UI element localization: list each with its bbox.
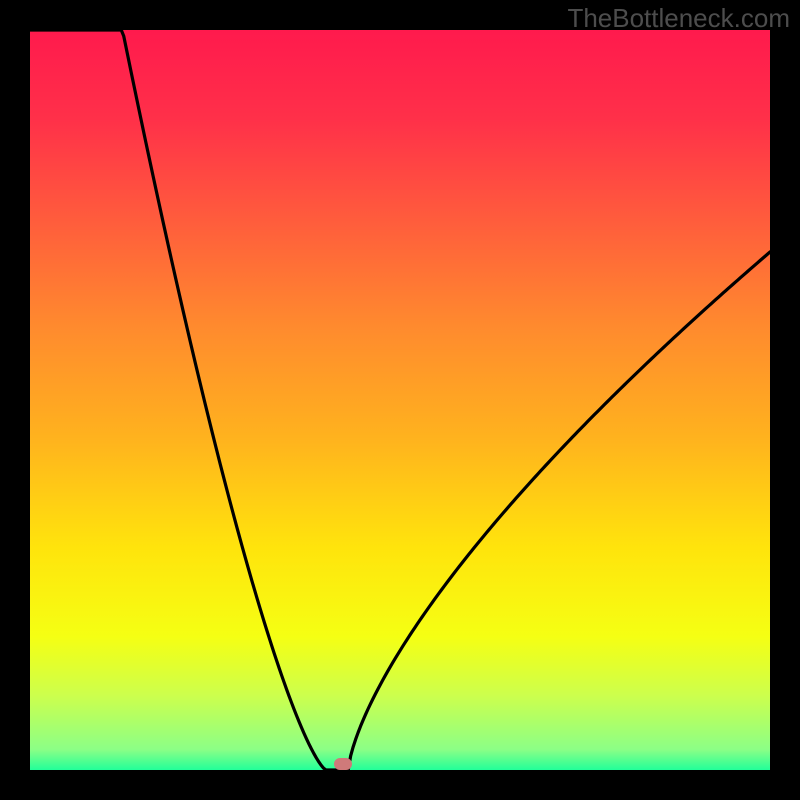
watermark-text: TheBottleneck.com [567, 3, 790, 34]
chart-container: TheBottleneck.com [0, 0, 800, 800]
optimum-marker [334, 758, 352, 770]
bottleneck-curve [0, 0, 800, 800]
